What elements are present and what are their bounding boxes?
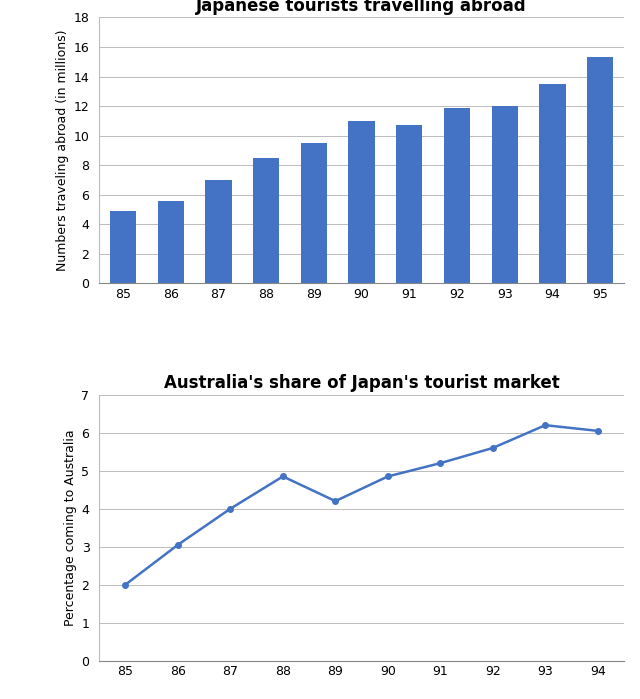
Bar xyxy=(396,125,422,283)
Bar xyxy=(253,159,279,283)
Title: Japanese tourists travelling abroad: Japanese tourists travelling abroad xyxy=(196,0,527,15)
Bar xyxy=(205,180,232,283)
Bar xyxy=(444,108,470,283)
Y-axis label: Percentage coming to Australia: Percentage coming to Australia xyxy=(64,429,77,626)
Bar xyxy=(348,121,375,283)
Title: Australia's share of Japan's tourist market: Australia's share of Japan's tourist mar… xyxy=(164,374,559,392)
Bar xyxy=(492,106,518,283)
Bar xyxy=(301,143,327,283)
Bar xyxy=(157,201,184,283)
Y-axis label: Numbers traveling abroad (in millions): Numbers traveling abroad (in millions) xyxy=(56,29,69,271)
Bar xyxy=(587,57,613,283)
Bar xyxy=(110,211,136,283)
Bar xyxy=(540,84,566,283)
